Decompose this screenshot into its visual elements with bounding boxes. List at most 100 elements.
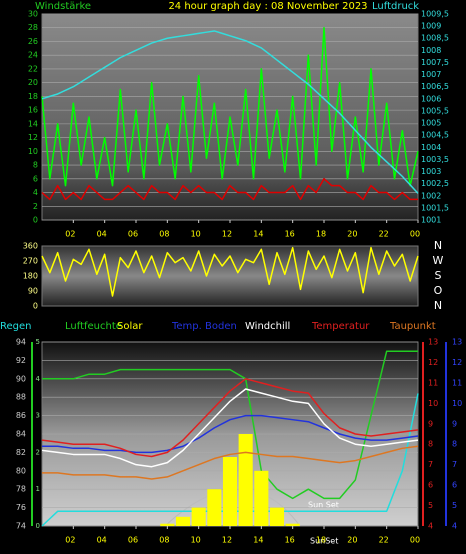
x-tick-label: 10: [191, 230, 201, 239]
y-tick-label: 0: [33, 216, 38, 225]
y-tick-label: S: [435, 269, 442, 282]
x-tick-label: 12: [222, 230, 232, 239]
bar: [191, 507, 206, 526]
bar: [285, 523, 300, 526]
x-tick-label: 08: [159, 536, 169, 545]
y-tick-label: 5: [428, 501, 433, 510]
y-tick-label: 74: [16, 522, 26, 531]
y-axis-label: Windstärke: [35, 1, 91, 12]
y-tick-label: 26: [28, 37, 38, 46]
y-tick-label: 1001: [421, 216, 441, 225]
legend-entry: Taupunkt: [389, 321, 436, 332]
y-tick-label: 22: [28, 64, 38, 73]
series-line: [41, 246, 419, 297]
y-tick-label: 14: [28, 119, 38, 128]
y-tick-label: 7: [452, 460, 457, 469]
y-tick-label: 2: [36, 448, 40, 456]
legend-entry: Regen: [0, 321, 32, 332]
legend-entry: Temp. Boden: [171, 321, 237, 332]
y-tick-label: 1001,5: [421, 203, 449, 212]
y-tick-label: 94: [16, 338, 26, 347]
y-tick-label: 5: [452, 501, 457, 510]
x-tick-label: 06: [128, 536, 138, 545]
y-tick-label: 20: [28, 78, 38, 87]
y-tick-label: 3: [36, 412, 40, 420]
x-tick-label: 14: [253, 230, 263, 239]
y-tick-label: 12: [428, 358, 438, 367]
y2-axis-label: Luftdruck: [372, 1, 419, 12]
y-tick-label: 0: [36, 522, 40, 530]
x-tick-label: 16: [285, 230, 295, 239]
series-line: [42, 414, 419, 454]
x-tick-label: 00: [410, 230, 420, 239]
legend-entry: Solar: [117, 321, 143, 332]
x-tick-label: 20: [347, 230, 357, 239]
y-tick-label: 1002,5: [421, 179, 449, 188]
x-tick-label: 08: [159, 230, 169, 239]
y-tick-label: 8: [452, 440, 457, 449]
x-tick-label: 22: [379, 536, 389, 545]
y-tick-label: 2: [33, 202, 38, 211]
y-tick-label: 1008,5: [421, 34, 449, 43]
x-tick-label: 02: [65, 536, 75, 545]
y-tick-label: 8: [33, 161, 38, 170]
y-tick-label: 4: [36, 375, 41, 383]
y-tick-label: 6: [452, 481, 457, 490]
bar: [269, 507, 285, 526]
x-tick-label: 16: [285, 536, 295, 545]
x-tick-label: 10: [191, 536, 201, 545]
series-line: [41, 388, 419, 468]
y-tick-label: 84: [16, 430, 26, 439]
y-tick-label: 9: [452, 419, 457, 428]
y-tick-label: 5: [36, 338, 40, 346]
y-tick-label: 82: [16, 448, 26, 457]
y-tick-label: 1008: [421, 46, 441, 55]
y-tick-label: 1007,5: [421, 58, 449, 67]
y-tick-label: 1009,5: [421, 10, 449, 19]
y-tick-label: N: [434, 239, 442, 252]
y-tick-label: 11: [452, 378, 462, 387]
y-tick-label: 11: [428, 378, 438, 387]
x-tick-label: 06: [128, 230, 138, 239]
y-tick-label: 4: [33, 188, 38, 197]
series-line: [42, 350, 418, 500]
y-tick-label: 13: [452, 338, 462, 347]
legend-entry: Luftfeuchte: [65, 321, 122, 332]
y-tick-label: 8: [428, 440, 433, 449]
series-line: [41, 178, 418, 201]
y-tick-label: 1004: [421, 143, 441, 152]
y-tick-label: 1003,5: [421, 155, 449, 164]
y-tick-label: 9: [428, 419, 433, 428]
y-tick-label: 180: [23, 272, 38, 281]
y-tick-label: 30: [28, 10, 38, 19]
y-tick-label: 28: [28, 23, 38, 32]
y-tick-label: 12: [28, 133, 38, 142]
y-tick-label: 1007: [421, 70, 441, 79]
y-tick-label: 10: [452, 399, 462, 408]
series-line: [42, 445, 419, 480]
y-tick-label: 90: [28, 287, 38, 296]
y-tick-label: 90: [16, 374, 26, 383]
bar: [222, 457, 238, 526]
y-tick-label: 1005,5: [421, 106, 449, 115]
y-tick-label: 360: [23, 242, 38, 251]
x-tick-label: 02: [65, 230, 75, 239]
x-tick-label: 12: [222, 536, 232, 545]
y-tick-label: 4: [452, 522, 457, 531]
y-tick-label: 7: [428, 460, 433, 469]
y-tick-label: 0: [33, 302, 38, 311]
y-tick-label: 80: [16, 466, 26, 475]
bar: [175, 516, 191, 526]
y-tick-label: 1009: [421, 22, 441, 31]
y-tick-label: 86: [16, 411, 26, 420]
bar: [238, 434, 253, 526]
y-tick-label: 1: [36, 485, 40, 493]
y-tick-label: 6: [428, 481, 433, 490]
y-tick-label: 6: [33, 174, 38, 183]
legend-entry: Temperatur: [311, 321, 370, 332]
y-tick-label: 10: [428, 399, 438, 408]
y-tick-label: 18: [28, 92, 38, 101]
x-tick-label: 04: [97, 230, 107, 239]
